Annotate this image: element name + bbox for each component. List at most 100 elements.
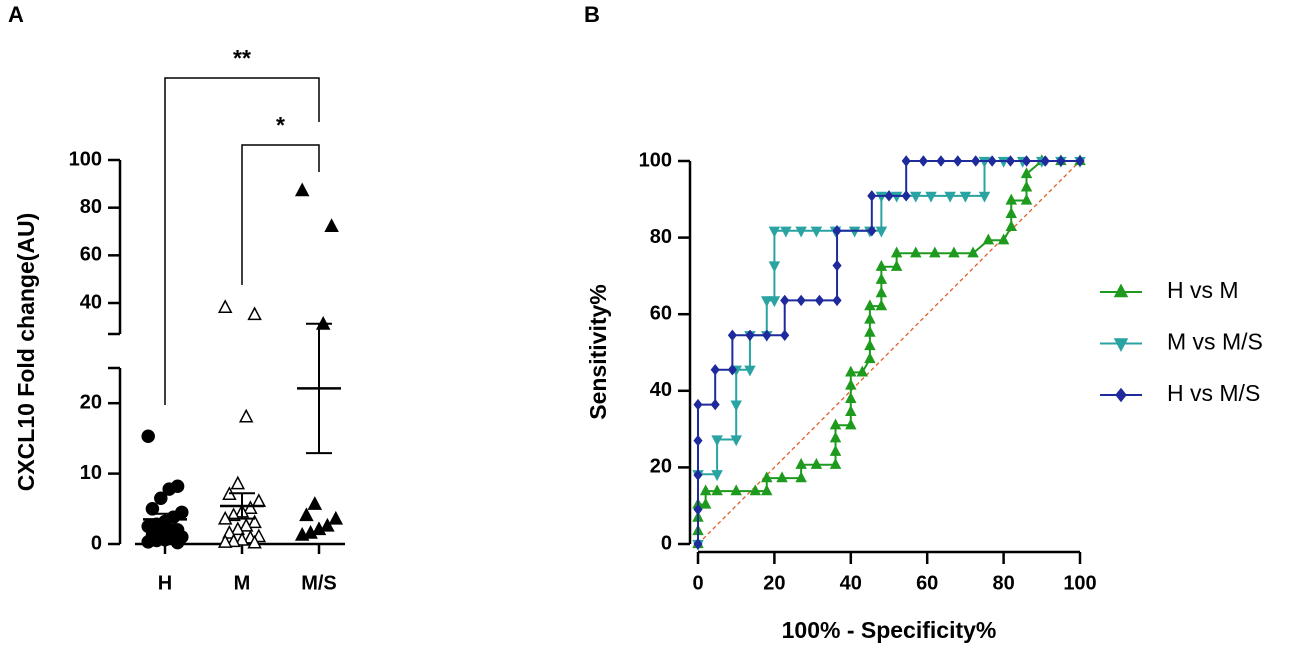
- data-point: [867, 225, 877, 237]
- data-point: [761, 471, 773, 483]
- data-point: [693, 538, 703, 550]
- data-point: [978, 191, 991, 203]
- reference-line: [697, 160, 1081, 545]
- data-point: [693, 434, 703, 447]
- data-point: [745, 329, 755, 341]
- data-point: [944, 191, 956, 203]
- data-point: [959, 191, 972, 203]
- data-point: [814, 294, 825, 307]
- roc-line: [697, 160, 1080, 544]
- data-point: [780, 329, 790, 341]
- data-point: [867, 190, 877, 202]
- data-point: [795, 457, 807, 469]
- data-point: [154, 491, 168, 505]
- data-point: [727, 329, 737, 341]
- data-point: [967, 246, 979, 258]
- data-point: [744, 365, 756, 377]
- data-point: [1005, 155, 1016, 167]
- data-point: [890, 246, 903, 258]
- panel-label: A: [8, 2, 24, 27]
- y-tick-label: 20: [80, 391, 102, 413]
- x-tick-label: H: [158, 572, 172, 594]
- data-point: [829, 444, 842, 456]
- data-point: [925, 191, 937, 203]
- data-point: [864, 352, 876, 364]
- data-point: [875, 226, 888, 238]
- data-point: [810, 226, 823, 238]
- data-point: [971, 155, 981, 167]
- data-point: [845, 392, 857, 403]
- x-tick-label: 0: [692, 572, 703, 594]
- data-point: [324, 218, 339, 232]
- data-point: [948, 246, 960, 258]
- data-point: [845, 365, 857, 377]
- data-point: [226, 533, 241, 548]
- y-tick-label: 60: [80, 244, 102, 266]
- data-point: [303, 524, 318, 539]
- y-tick-label: 100: [639, 149, 672, 171]
- data-point: [230, 521, 246, 536]
- data-point: [141, 429, 155, 444]
- data-point: [832, 294, 842, 307]
- data-point: [226, 507, 241, 522]
- data-point: [761, 484, 773, 496]
- data-point: [749, 484, 762, 496]
- data-point: [222, 524, 237, 539]
- y-tick-label: 80: [80, 196, 102, 218]
- data-point: [936, 155, 946, 167]
- data-point: [238, 408, 254, 423]
- x-tick-label: 100: [1063, 572, 1096, 594]
- data-point: [875, 259, 888, 271]
- data-point: [829, 457, 842, 469]
- data-point: [845, 418, 857, 430]
- data-point: [845, 405, 857, 416]
- legend-marker: [1113, 283, 1129, 298]
- data-point: [307, 496, 323, 510]
- data-point: [987, 155, 997, 167]
- x-tick-label: 80: [992, 572, 1014, 594]
- data-point: [762, 329, 772, 341]
- data-point: [929, 246, 941, 258]
- data-point: [217, 299, 233, 314]
- data-point: [864, 325, 876, 337]
- data-point: [1040, 155, 1050, 167]
- data-point: [997, 233, 1010, 245]
- data-point: [795, 226, 807, 238]
- y-tick-label: 60: [650, 302, 672, 324]
- y-tick-label: 100: [69, 148, 102, 170]
- data-point: [230, 475, 246, 490]
- data-point: [247, 534, 262, 549]
- data-point: [776, 471, 788, 483]
- data-point: [780, 294, 790, 307]
- data-point: [311, 521, 327, 536]
- data-point: [1020, 193, 1033, 205]
- data-point: [299, 507, 314, 522]
- data-point: [145, 502, 160, 516]
- data-point: [768, 296, 781, 308]
- significance-label: **: [233, 45, 251, 71]
- data-point: [953, 155, 963, 167]
- data-point: [829, 431, 842, 443]
- legend-marker: [1115, 387, 1127, 403]
- y-tick-label: 0: [91, 532, 102, 554]
- data-point: [699, 497, 712, 509]
- y-tick-label: 80: [650, 226, 672, 248]
- data-point: [1005, 207, 1017, 218]
- legend-label: H vs M/S: [1167, 380, 1260, 406]
- y-tick-label: 0: [661, 532, 672, 554]
- data-point: [982, 233, 995, 245]
- data-point: [247, 514, 262, 529]
- legend-label: M vs M/S: [1167, 329, 1263, 355]
- data-point: [829, 418, 842, 430]
- data-point: [856, 365, 869, 377]
- data-point: [1005, 220, 1017, 232]
- legend-label: H vs M: [1167, 277, 1239, 303]
- data-point: [693, 469, 703, 481]
- x-axis-title: 100% - Specificity%: [782, 617, 997, 643]
- data-point: [768, 226, 781, 238]
- data-point: [780, 226, 792, 238]
- data-point: [238, 517, 254, 532]
- data-point: [884, 190, 894, 202]
- data-point: [864, 312, 876, 324]
